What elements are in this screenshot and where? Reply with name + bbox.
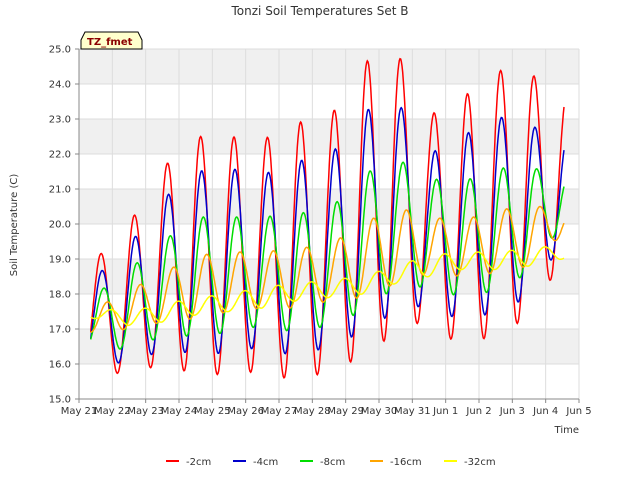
chart-title: Tonzi Soil Temperatures Set B (231, 4, 409, 18)
series-line-minus-2cm (89, 57, 565, 380)
x-tick-label: May 30 (361, 406, 398, 417)
x-tick-label: May 29 (327, 406, 364, 417)
legend: -2cm -4cm -8cm -16cm -32cm (166, 457, 496, 468)
series-line-minus-8cm (89, 161, 565, 350)
x-tick-label: May 22 (94, 406, 131, 417)
legend-label: -2cm (186, 457, 211, 468)
series-line-minus-4cm (89, 106, 565, 364)
x-tick-label: Jun 5 (565, 406, 591, 417)
y-tick-label: 19.0 (49, 255, 71, 266)
badge-label: TZ_fmet (87, 37, 133, 48)
x-tick-label: May 28 (294, 406, 331, 417)
y-tick-label: 18.0 (49, 290, 71, 301)
badge-box (80, 31, 143, 50)
y-tick-label: 25.0 (49, 45, 71, 56)
series-line-minus-32cm (90, 246, 565, 327)
legend-item: -32cm (444, 457, 496, 468)
y-tick-label: 16.0 (49, 360, 71, 371)
y-axis-label: Soil Temperature (C) (9, 174, 20, 277)
y-tick-label: 17.0 (49, 325, 71, 336)
x-tick-label: Jun 1 (432, 406, 458, 417)
x-tick-label: May 24 (161, 406, 198, 417)
legend-label: -32cm (464, 457, 496, 468)
y-tick-label: 21.0 (49, 185, 71, 196)
legend-item: -8cm (300, 457, 345, 468)
x-tick-label: Jun 2 (465, 406, 491, 417)
plot-band (79, 329, 579, 364)
axes: 15.0 16.0 17.0 18.0 19.0 20.0 21.0 22.0 23.0 24.0… (49, 45, 592, 418)
series-layer (89, 57, 565, 380)
y-tick-label: 22.0 (49, 150, 71, 161)
legend-item: -16cm (370, 457, 422, 468)
x-tick-label: May 23 (127, 406, 164, 417)
legend-item: -4cm (233, 457, 278, 468)
series-line-minus-16cm (90, 205, 565, 334)
y-tick-label: 23.0 (49, 115, 71, 126)
legend-item: -2cm (166, 457, 211, 468)
legend-label: -16cm (390, 457, 422, 468)
y-tick-label: 15.0 (49, 395, 71, 406)
legend-label: -8cm (320, 457, 345, 468)
x-tick-label: May 26 (227, 406, 264, 417)
y-tick-label: 20.0 (49, 220, 71, 231)
x-tick-label: May 31 (394, 406, 431, 417)
x-tick-label: May 27 (261, 406, 298, 417)
x-tick-label: Jun 3 (499, 406, 525, 417)
x-tick-label: Jun 4 (532, 406, 558, 417)
legend-label: -4cm (253, 457, 278, 468)
x-tick-label: May 21 (61, 406, 98, 417)
x-axis-label: Time (554, 425, 579, 436)
plot-band (79, 49, 579, 84)
station-badge: TZ_fmet (80, 31, 143, 50)
y-tick-label: 24.0 (49, 80, 71, 91)
x-tick-label: May 25 (194, 406, 231, 417)
